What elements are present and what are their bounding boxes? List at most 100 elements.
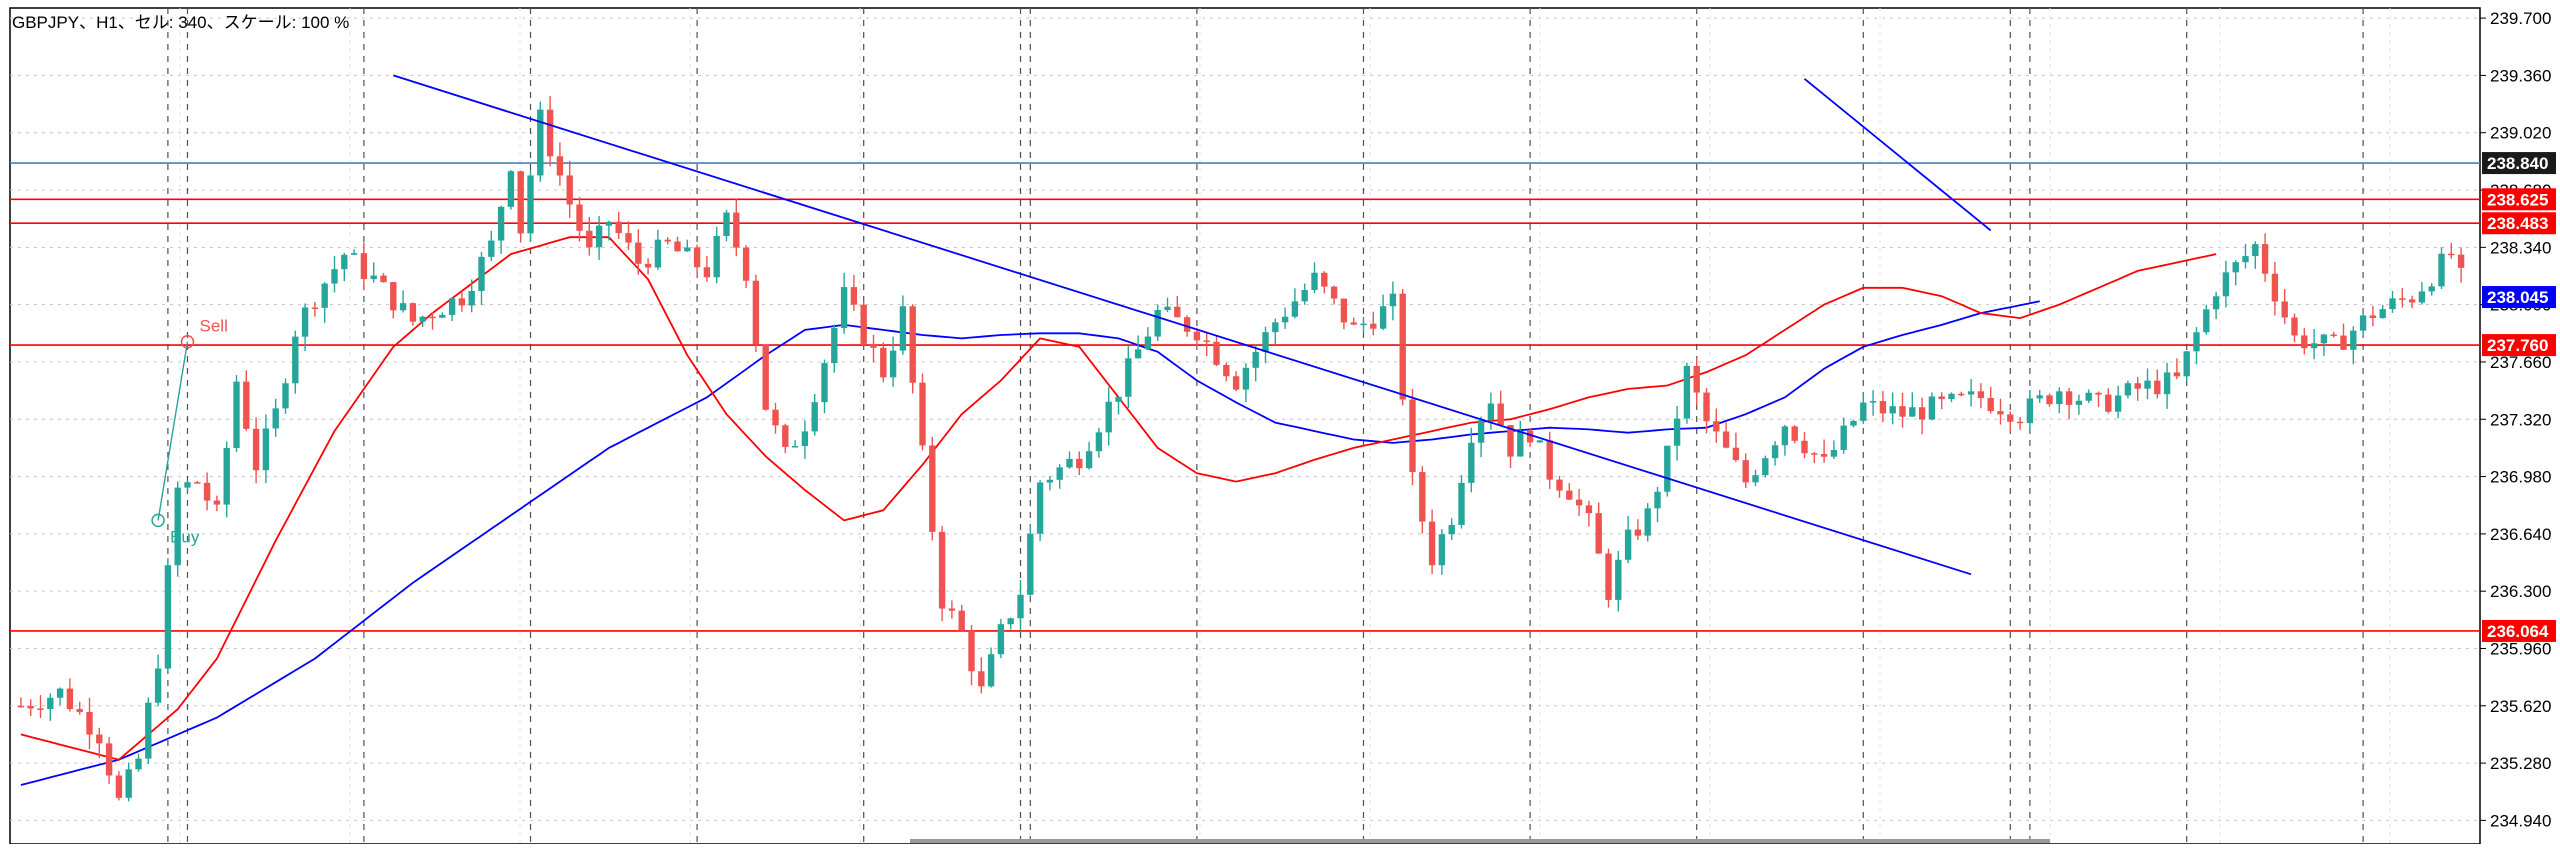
candle-body — [311, 307, 319, 309]
candle-body — [2065, 391, 2073, 405]
candle-body — [723, 212, 730, 237]
price-axis: 239.700239.360239.020238.680238.340238.0… — [2480, 9, 2551, 830]
candle-body — [1056, 467, 1063, 480]
candle-body — [1438, 534, 1446, 566]
candle-body — [1487, 403, 1495, 421]
candle-body — [409, 303, 417, 322]
candle-body — [1379, 306, 1387, 329]
candle-body — [566, 175, 573, 205]
price-tag-label: 238.483 — [2487, 214, 2548, 233]
candle-body — [1242, 367, 1250, 390]
candle-body — [1409, 399, 1416, 473]
candle-body — [47, 697, 54, 709]
candle-body — [1458, 482, 1465, 525]
candle-body — [1977, 391, 1985, 399]
candle-body — [2036, 395, 2043, 399]
candle-body — [282, 383, 289, 409]
candle-body — [1752, 475, 1759, 483]
y-tick-label: 237.320 — [2490, 410, 2551, 429]
candle-body — [899, 306, 907, 351]
candle-body — [1477, 420, 1485, 443]
candle-body — [811, 402, 818, 432]
candle-body — [742, 247, 750, 281]
candle-body — [1624, 529, 1632, 560]
candle-body — [1497, 403, 1504, 426]
candle-body — [439, 314, 446, 318]
ma-slow-line — [20, 300, 2040, 786]
candle-body — [2291, 317, 2298, 336]
candle-body — [948, 608, 956, 611]
chart-title: GBPJPY、H1、セル: 340、スケール: 100 % — [12, 13, 349, 32]
candle-body — [2359, 315, 2367, 331]
candle-body — [1801, 440, 1808, 454]
candle-body — [2261, 244, 2269, 274]
candle-body — [772, 409, 779, 426]
candle-body — [635, 242, 642, 264]
candle-body — [341, 254, 348, 270]
candle-body — [1556, 479, 1563, 491]
candle-body — [1321, 272, 1328, 287]
candle-body — [1252, 351, 1259, 368]
candle-body — [1889, 406, 1896, 414]
candle-body — [252, 428, 260, 471]
candle-body — [458, 298, 466, 306]
candle-body — [1722, 431, 1730, 448]
candle-body — [1997, 411, 2004, 415]
candle-body — [1918, 407, 1926, 420]
candle-body — [478, 256, 485, 291]
candle-body — [978, 671, 985, 687]
candle-body — [703, 267, 711, 278]
candle-body — [880, 347, 887, 378]
candle-body — [233, 381, 240, 449]
candle-body — [2144, 380, 2151, 389]
trendlines — [393, 74, 1992, 576]
candle-body — [801, 431, 809, 447]
candle-body — [174, 487, 181, 566]
candle-body — [821, 363, 828, 403]
candle-body — [644, 263, 652, 268]
candle-body — [1144, 336, 1152, 350]
candle-body — [556, 156, 564, 176]
candle-body — [2448, 253, 2455, 256]
candle-body — [66, 688, 74, 710]
candle-body — [929, 445, 936, 532]
candle-body — [2183, 351, 2190, 377]
candle-body — [1036, 482, 1044, 534]
candle-body — [674, 241, 681, 252]
candle-body — [27, 706, 34, 709]
candle-body — [1958, 393, 1965, 396]
price-tag-box — [2482, 212, 2556, 235]
candle-body — [2095, 392, 2102, 395]
candle-body — [1448, 524, 1455, 535]
candle-body — [262, 428, 270, 471]
y-tick-label: 235.620 — [2490, 697, 2551, 716]
candle-body — [2212, 296, 2220, 310]
y-tick-label: 236.300 — [2490, 582, 2551, 601]
candle-body — [1673, 418, 1681, 446]
candle-body — [1340, 298, 1348, 323]
candle-body — [468, 290, 475, 306]
candle-body — [1811, 453, 1818, 455]
candle-body — [272, 408, 279, 429]
candle-body — [2340, 335, 2347, 350]
candle-body — [752, 280, 760, 345]
candle-body — [968, 630, 975, 672]
candle-body — [2114, 395, 2122, 412]
trade-marker-circle — [180, 334, 195, 349]
candle-body — [2193, 332, 2200, 352]
candle-body — [1938, 396, 1945, 400]
candle-body — [2134, 383, 2141, 389]
candle-body — [223, 448, 230, 505]
candle-body — [2046, 395, 2053, 405]
candle-body — [1909, 407, 1916, 417]
candle-body — [1654, 491, 1661, 509]
candle-body — [938, 531, 946, 609]
trade-marker-label: Buy — [170, 527, 200, 546]
candle-body — [1771, 445, 1779, 459]
candle-body — [1115, 396, 1122, 402]
candle-body — [2438, 253, 2445, 287]
scrollbar[interactable] — [910, 839, 2050, 843]
candle-body — [2173, 372, 2181, 377]
candle-body — [1860, 402, 1867, 421]
